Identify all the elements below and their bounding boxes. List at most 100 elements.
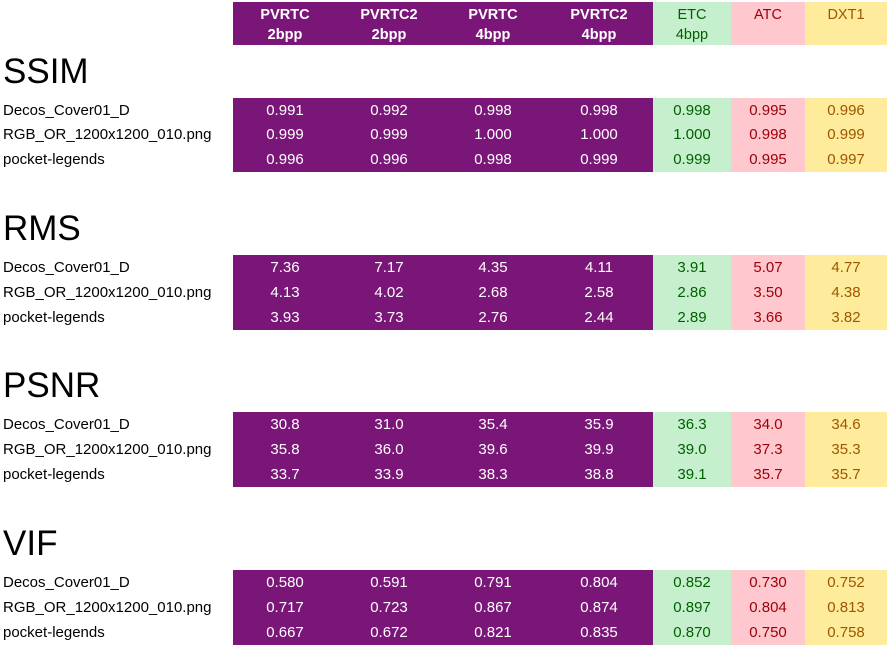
row-label: pocket-legends: [3, 624, 105, 641]
table-cell: 0.821: [441, 620, 545, 645]
table-cell: 0.999: [233, 122, 337, 147]
table-cell: 0.730: [731, 570, 805, 595]
column-header-line2: 2bpp: [371, 27, 407, 43]
table-cell: 34.6: [805, 412, 887, 437]
column-header-line1: PVRTC: [468, 7, 518, 23]
column-header-atc: ATC: [731, 2, 805, 45]
table-cell: 0.723: [337, 595, 441, 620]
column-header-line2: 2bpp: [267, 27, 303, 43]
table-cell: 4.35: [441, 255, 545, 280]
table-cell: 0.897: [653, 595, 731, 620]
table-cell: 34.0: [731, 412, 805, 437]
table-cell: 39.6: [441, 437, 545, 462]
row-label: RGB_OR_1200x1200_010.png: [3, 599, 212, 616]
table-cell: 0.804: [545, 570, 653, 595]
table-cell: 0.591: [337, 570, 441, 595]
table-cell: 0.791: [441, 570, 545, 595]
table-cell: 33.7: [233, 462, 337, 487]
table-cell: 0.996: [805, 98, 887, 123]
table-cell: 0.870: [653, 620, 731, 645]
table-cell: 30.8: [233, 412, 337, 437]
table-cell: 0.672: [337, 620, 441, 645]
table-cell: 4.13: [233, 280, 337, 305]
table-cell: 4.38: [805, 280, 887, 305]
table-cell: 1.000: [441, 122, 545, 147]
table-cell: 0.852: [653, 570, 731, 595]
table-cell: 0.992: [337, 98, 441, 123]
column-header-dxt1: DXT1: [805, 2, 887, 45]
column-header-pvrtc-4bpp: PVRTC 4bpp: [441, 2, 545, 45]
section-title-vif: VIF: [3, 524, 58, 563]
row-label: RGB_OR_1200x1200_010.png: [3, 441, 212, 458]
table-cell: 0.997: [805, 147, 887, 172]
table-cell: 0.867: [441, 595, 545, 620]
table-cell: 39.0: [653, 437, 731, 462]
table-cell: 0.874: [545, 595, 653, 620]
table-cell: 2.68: [441, 280, 545, 305]
table-cell: 7.36: [233, 255, 337, 280]
table-cell: 38.3: [441, 462, 545, 487]
table-cell: 2.89: [653, 305, 731, 330]
row-label: Decos_Cover01_D: [3, 259, 130, 276]
row-label: pocket-legends: [3, 151, 105, 168]
table-cell: 2.86: [653, 280, 731, 305]
table-cell: 2.76: [441, 305, 545, 330]
table-cell: 3.73: [337, 305, 441, 330]
table-cell: 2.58: [545, 280, 653, 305]
table-cell: 38.8: [545, 462, 653, 487]
table-cell: 0.995: [731, 98, 805, 123]
row-label: pocket-legends: [3, 309, 105, 326]
row-label: Decos_Cover01_D: [3, 574, 130, 591]
column-header-etc-4bpp: ETC 4bpp: [653, 2, 731, 45]
column-header-pvrtc-2bpp: PVRTC 2bpp: [233, 2, 337, 45]
table-cell: 39.9: [545, 437, 653, 462]
table-cell: 4.02: [337, 280, 441, 305]
table-cell: 3.50: [731, 280, 805, 305]
table-cell: 0.996: [337, 147, 441, 172]
table-cell: 0.995: [731, 147, 805, 172]
table-cell: 0.991: [233, 98, 337, 123]
section-title-rms: RMS: [3, 209, 81, 248]
column-header-pvrtc2-4bpp: PVRTC2 4bpp: [545, 2, 653, 45]
table-cell: 35.7: [805, 462, 887, 487]
row-label: pocket-legends: [3, 466, 105, 483]
table-cell: 4.11: [545, 255, 653, 280]
table-cell: 3.66: [731, 305, 805, 330]
table-cell: 0.999: [337, 122, 441, 147]
column-header-line1: PVRTC2: [360, 7, 418, 23]
table-cell: 37.3: [731, 437, 805, 462]
table-cell: 0.752: [805, 570, 887, 595]
column-header-line2: 4bpp: [675, 27, 709, 43]
row-label: RGB_OR_1200x1200_010.png: [3, 284, 212, 301]
row-label: RGB_OR_1200x1200_010.png: [3, 126, 212, 143]
table-cell: 2.44: [545, 305, 653, 330]
table-cell: 0.999: [805, 122, 887, 147]
table-cell: 7.17: [337, 255, 441, 280]
table-cell: 0.998: [653, 98, 731, 123]
table-cell: 0.580: [233, 570, 337, 595]
section-title-ssim: SSIM: [3, 52, 89, 91]
column-header-line2: 4bpp: [581, 27, 617, 43]
table-cell: 0.813: [805, 595, 887, 620]
table-cell: 33.9: [337, 462, 441, 487]
table-cell: 3.91: [653, 255, 731, 280]
table-cell: 0.758: [805, 620, 887, 645]
table-cell: 35.9: [545, 412, 653, 437]
table-cell: 35.8: [233, 437, 337, 462]
table-cell: 0.998: [441, 98, 545, 123]
table-cell: 1.000: [653, 122, 731, 147]
table-cell: 36.3: [653, 412, 731, 437]
table-cell: 0.804: [731, 595, 805, 620]
column-header-line2: 4bpp: [475, 27, 511, 43]
section-title-psnr: PSNR: [3, 366, 101, 405]
column-header-line1: PVRTC2: [570, 7, 628, 23]
column-header-line1: PVRTC: [260, 7, 310, 23]
column-header-line1: ETC: [677, 7, 707, 23]
table-cell: 0.998: [731, 122, 805, 147]
table-cell: 36.0: [337, 437, 441, 462]
table-cell: 4.77: [805, 255, 887, 280]
row-label: Decos_Cover01_D: [3, 102, 130, 119]
table-cell: 35.7: [731, 462, 805, 487]
table-cell: 35.3: [805, 437, 887, 462]
table-cell: 5.07: [731, 255, 805, 280]
